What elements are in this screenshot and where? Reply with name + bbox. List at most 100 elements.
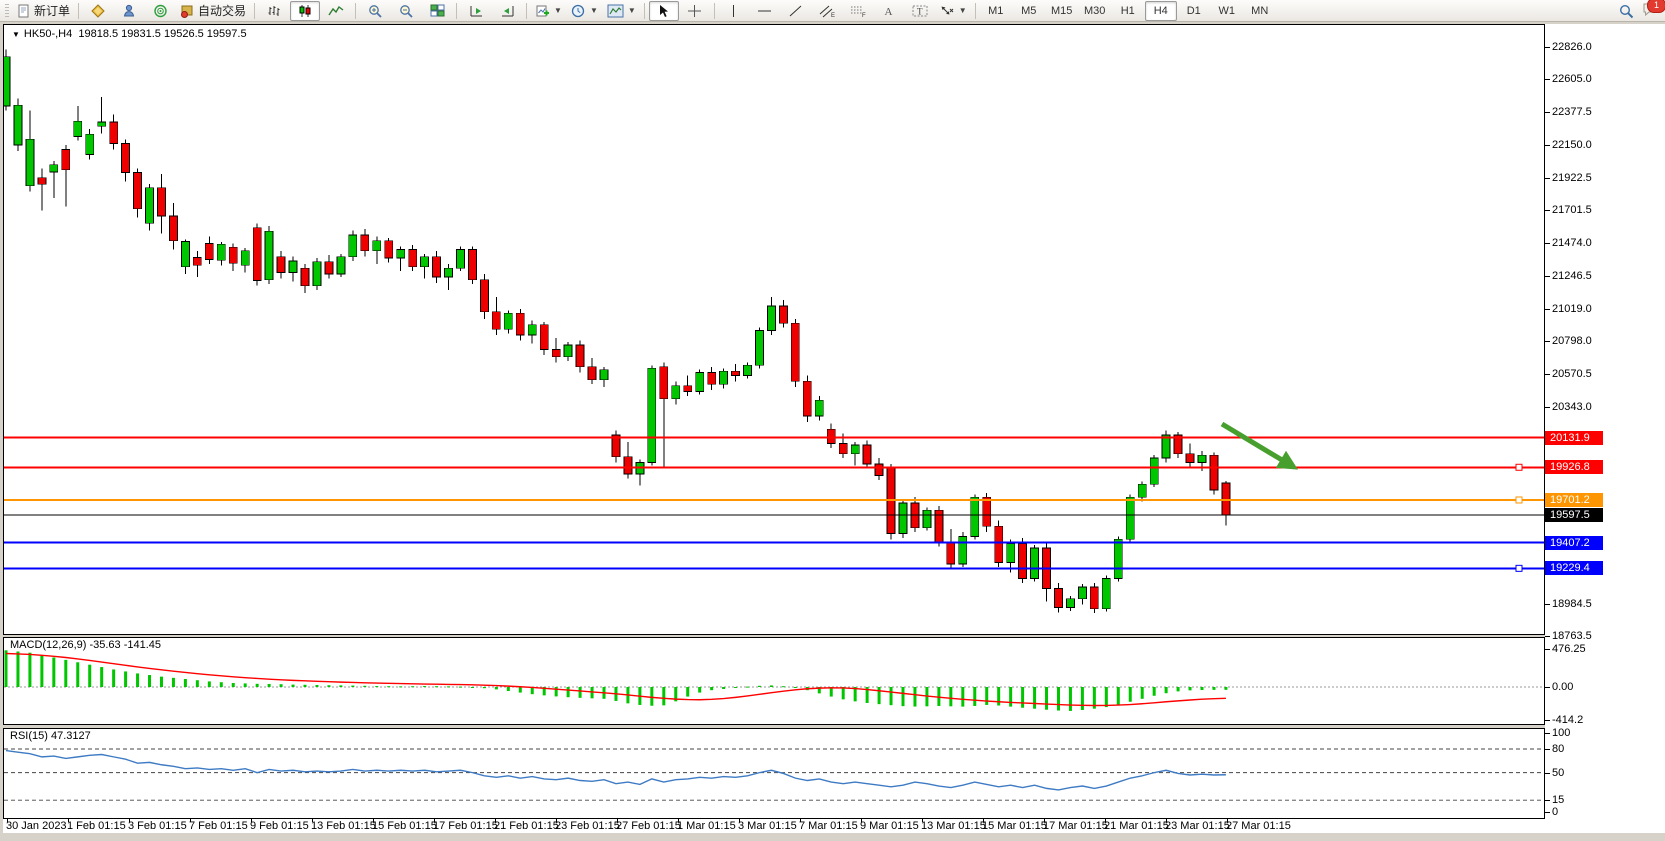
templates-button[interactable]: ▼ — [603, 1, 640, 21]
axis-tick-mark — [1545, 308, 1550, 310]
macd-histogram-bar — [64, 659, 68, 687]
candle-up — [743, 364, 752, 376]
trend-arrow-annotation[interactable] — [1220, 421, 1299, 470]
macd-histogram-bar — [662, 687, 666, 706]
price-axis: 22826.0 22605.0 22377.5 22150.0 21922.5 21701… — [1545, 24, 1665, 833]
time-label: 3 Mar 01:15 — [738, 820, 797, 832]
new-order-button[interactable]: 新订单 — [13, 1, 74, 21]
candle-down — [587, 366, 597, 381]
charts-gallery-button[interactable] — [83, 1, 113, 21]
line-handle[interactable] — [1515, 564, 1523, 572]
timeframe-m5-button[interactable]: M5 — [1021, 4, 1037, 17]
candle-down — [826, 428, 836, 444]
macd-histogram-bar — [1021, 687, 1025, 708]
candle-down — [192, 257, 202, 266]
axis-tick-mark — [1545, 733, 1550, 735]
main-chart-pane[interactable]: ▼ HK50-,H4 19818.5 19831.5 19526.5 19597.… — [3, 24, 1545, 635]
candle-up — [372, 240, 382, 252]
time-label: 7 Feb 01:15 — [189, 820, 248, 832]
trendline-button[interactable] — [781, 1, 811, 21]
timeframe-m1-button[interactable]: M1 — [988, 4, 1004, 17]
chart-shift-button[interactable] — [492, 1, 522, 21]
zoom-in-button[interactable] — [360, 1, 390, 21]
toolbar-right-group: 1 — [1619, 0, 1665, 22]
macd-histogram-bar — [1152, 687, 1156, 696]
auto-trading-button[interactable]: 自动交易 — [176, 1, 250, 21]
time-tick-mark — [1044, 819, 1045, 822]
price-tick: 20570.5 — [1552, 367, 1592, 380]
equidistant-channel-button[interactable]: E — [812, 1, 842, 21]
macd-histogram-bar — [949, 687, 953, 707]
macd-histogram-bar — [351, 685, 355, 687]
axis-tick-mark — [1545, 649, 1550, 651]
symbol-dropdown-icon[interactable]: ▼ — [12, 30, 20, 39]
macd-histogram-bar — [734, 687, 738, 688]
periods-button[interactable]: ▼ — [567, 1, 602, 21]
notifications-button[interactable]: 1 — [1642, 0, 1665, 20]
time-label: 30 Jan 2023 — [6, 820, 67, 832]
timeframe-h4-button[interactable]: H4 — [1144, 0, 1177, 21]
macd-histogram-bar — [136, 673, 140, 687]
axis-tick-mark — [1545, 210, 1550, 212]
cursor-button[interactable] — [648, 0, 679, 21]
macd-indicator-pane[interactable]: MACD(12,26,9) -35.63 -141.45 — [3, 637, 1545, 725]
line-handle[interactable] — [1515, 496, 1523, 504]
candle-down — [994, 525, 1004, 563]
axis-tick-mark — [1545, 800, 1550, 802]
rsi-tick: 15 — [1552, 794, 1565, 807]
candle-up — [97, 121, 107, 127]
zoom-out-button[interactable] — [391, 1, 421, 21]
arrows-button[interactable]: ▼ — [936, 1, 971, 21]
time-label: 3 Feb 01:15 — [128, 820, 187, 832]
svg-text:F: F — [862, 13, 866, 18]
vertical-line-button[interactable] — [719, 1, 749, 21]
rsi-indicator-pane[interactable]: RSI(15) 47.3127 — [3, 728, 1545, 819]
new-chart-button[interactable]: ▼ — [531, 1, 566, 21]
tile-windows-button[interactable] — [422, 1, 452, 21]
candlestick-chart-button[interactable] — [290, 0, 321, 21]
fibonacci-button[interactable]: F — [843, 1, 873, 21]
timeframe-toolbar: M1 M5 M15 M30 H1 H4 D1 W1 MN — [980, 0, 1276, 21]
auto-scroll-button[interactable] — [461, 1, 491, 21]
timeframe-mn-button[interactable]: MN — [1251, 4, 1269, 17]
macd-histogram-bar — [183, 679, 187, 687]
candlestick-chart[interactable] — [4, 25, 1544, 634]
candle-up — [312, 261, 322, 287]
macd-histogram-bar — [1140, 687, 1144, 699]
macd-tick: 476.25 — [1552, 643, 1586, 656]
axis-tick-mark — [1545, 635, 1550, 637]
trendline-icon — [789, 5, 802, 16]
bar-chart-button[interactable] — [259, 1, 289, 21]
timeframe-m30-button[interactable]: M30 — [1084, 4, 1106, 17]
timeframe-m15-button[interactable]: M15 — [1051, 4, 1073, 17]
macd-chart[interactable] — [4, 638, 1544, 724]
time-label: 13 Feb 01:15 — [311, 820, 376, 832]
candle-up — [85, 133, 95, 155]
timeframe-d1-button[interactable]: D1 — [1186, 4, 1201, 17]
time-tick-mark — [312, 819, 313, 822]
data-window-button[interactable] — [114, 1, 144, 21]
timeframe-h1-button[interactable]: H1 — [1120, 4, 1135, 17]
search-icon[interactable] — [1619, 4, 1634, 19]
crosshair-button[interactable] — [680, 1, 710, 21]
macd-histogram-bar — [16, 651, 20, 687]
toolbar-separator — [78, 2, 80, 19]
candle-up — [288, 260, 298, 273]
rsi-chart[interactable] — [4, 729, 1544, 818]
macd-histogram-bar — [817, 687, 821, 694]
macd-histogram-bar — [315, 685, 319, 687]
svg-text:E: E — [831, 13, 835, 18]
toolbar-grip[interactable] — [5, 3, 9, 18]
timeframe-w1-button[interactable]: W1 — [1218, 4, 1235, 17]
candle-up — [1149, 457, 1159, 485]
line-handle[interactable] — [1515, 463, 1523, 471]
navigator-button[interactable] — [145, 1, 175, 21]
text-label-button[interactable]: T — [905, 1, 935, 21]
level-price-badge: 19701.2 — [1545, 492, 1603, 507]
line-chart-button[interactable] — [321, 1, 351, 21]
macd-histogram-bar — [889, 687, 893, 706]
text-button[interactable]: A — [874, 1, 904, 21]
horizontal-line-button[interactable] — [750, 1, 780, 21]
candle-up — [970, 496, 980, 537]
candle-down — [252, 227, 262, 281]
